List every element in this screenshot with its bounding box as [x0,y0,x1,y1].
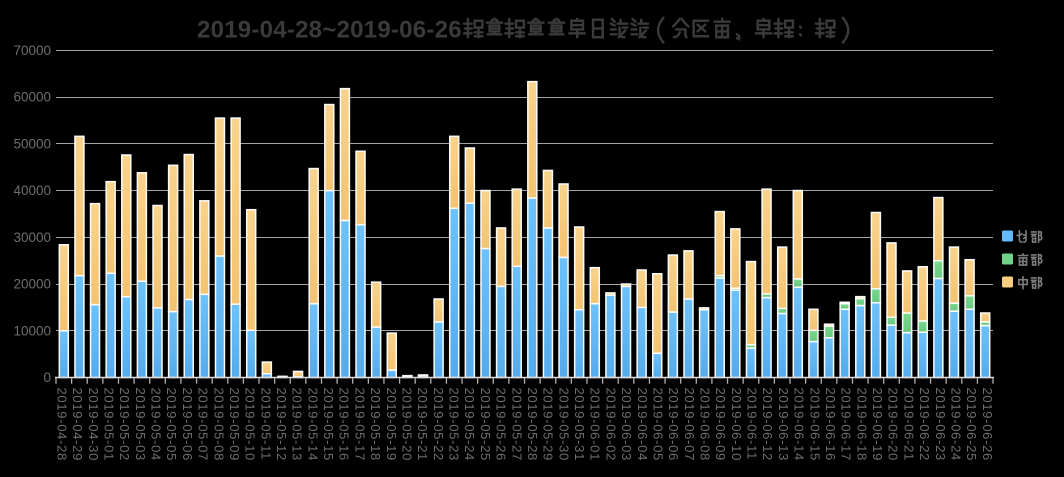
svg-text:2019-06-19: 2019-06-19 [870,388,885,462]
svg-text:2019-05-21: 2019-05-21 [415,388,430,462]
svg-text:2019-05-17: 2019-05-17 [352,388,367,462]
svg-text:2019-04-28~2019-06-26: 2019-04-28~2019-06-26 [197,17,462,44]
svg-text:2019-05-16: 2019-05-16 [337,388,352,462]
svg-text:0: 0 [43,370,51,385]
svg-text:20000: 20000 [13,277,51,292]
svg-text:2019-06-23: 2019-06-23 [933,388,948,462]
svg-text:2019-06-26: 2019-06-26 [980,388,995,462]
svg-text:2019-06-21: 2019-06-21 [901,388,916,462]
svg-text:2019-06-02: 2019-06-02 [603,388,618,462]
svg-text:2019-05-14: 2019-05-14 [305,388,320,462]
svg-text:10000: 10000 [13,323,51,338]
svg-text:50000: 50000 [13,136,51,151]
svg-text:60000: 60000 [13,90,51,105]
svg-text:2019-05-10: 2019-05-10 [243,388,258,462]
svg-text:2019-06-06: 2019-06-06 [666,388,681,462]
svg-text:2019-06-24: 2019-06-24 [948,388,963,461]
svg-text:2019-05-06: 2019-05-06 [180,388,195,462]
svg-text:2019-05-13: 2019-05-13 [290,388,305,462]
svg-text:2019-05-27: 2019-05-27 [509,388,524,462]
svg-text:2019-04-30: 2019-04-30 [86,388,101,462]
svg-text:2019-05-08: 2019-05-08 [211,388,226,462]
svg-text:2019-05-09: 2019-05-09 [227,388,242,462]
svg-text:2019-04-28: 2019-04-28 [54,388,69,462]
svg-text:2019-05-28: 2019-05-28 [525,388,540,462]
svg-text:2019-06-16: 2019-06-16 [823,388,838,462]
svg-text:2019-06-13: 2019-06-13 [776,388,791,462]
svg-text:2019-06-08: 2019-06-08 [697,388,712,462]
svg-text:2019-06-20: 2019-06-20 [886,388,901,462]
svg-text:2019-05-18: 2019-05-18 [368,388,383,462]
svg-text:2019-06-17: 2019-06-17 [839,388,854,462]
svg-text:40000: 40000 [13,183,51,198]
svg-text:2019-06-04: 2019-06-04 [635,388,650,462]
svg-text:2019-06-11: 2019-06-11 [745,388,760,461]
svg-text:2019-06-07: 2019-06-07 [682,388,697,462]
svg-text:2019-06-15: 2019-06-15 [807,388,822,462]
svg-text:2019-06-09: 2019-06-09 [713,388,728,462]
svg-text:2019-06-01: 2019-06-01 [588,388,603,462]
svg-text:2019-05-05: 2019-05-05 [164,388,179,462]
svg-text:70000: 70000 [13,43,51,58]
svg-text:2019-05-20: 2019-05-20 [399,388,414,462]
svg-text:2019-05-31: 2019-05-31 [572,388,587,462]
svg-text:2019-05-26: 2019-05-26 [494,388,509,461]
svg-text:2019-06-03: 2019-06-03 [619,388,634,462]
svg-text:2019-06-14: 2019-06-14 [792,388,807,462]
svg-text:2019-05-23: 2019-05-23 [447,388,462,462]
svg-text:2019-05-12: 2019-05-12 [274,388,289,462]
svg-text:2019-05-02: 2019-05-02 [117,388,132,462]
svg-text:2019-05-11: 2019-05-11 [258,388,273,461]
svg-text:2019-06-12: 2019-06-12 [760,388,775,462]
svg-text:2019-06-10: 2019-06-10 [729,388,744,462]
svg-text:30000: 30000 [13,230,51,245]
svg-text:2019-05-01: 2019-05-01 [101,388,116,462]
svg-text:2019-05-29: 2019-05-29 [541,388,556,462]
svg-text:2019-04-29: 2019-04-29 [70,388,85,462]
svg-text:2019-06-22: 2019-06-22 [917,388,932,462]
svg-text:2019-06-25: 2019-06-25 [964,388,979,462]
svg-text:2019-05-19: 2019-05-19 [384,388,399,462]
svg-text:2019-06-18: 2019-06-18 [854,388,869,462]
svg-text:2019-05-04: 2019-05-04 [149,388,164,462]
svg-text:2019-05-30: 2019-05-30 [556,388,571,462]
svg-text:2019-05-15: 2019-05-15 [321,388,336,462]
svg-text:2019-05-22: 2019-05-22 [431,388,446,462]
svg-text:2019-05-03: 2019-05-03 [133,388,148,462]
svg-text:2019-05-25: 2019-05-25 [478,388,493,462]
svg-text:2019-05-07: 2019-05-07 [196,388,211,462]
svg-text:2019-06-05: 2019-06-05 [650,388,665,462]
svg-text:2019-05-24: 2019-05-24 [462,388,477,461]
